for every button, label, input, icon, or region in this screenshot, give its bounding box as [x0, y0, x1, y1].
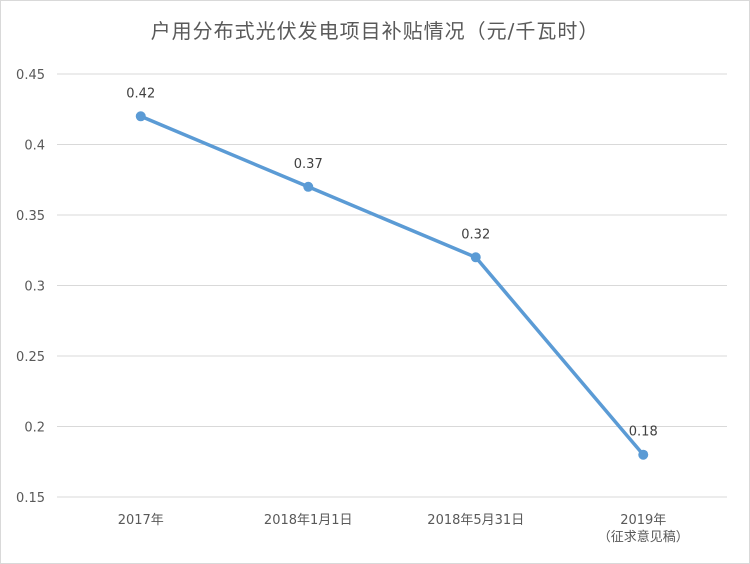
y-tick-label: 0.15 — [16, 491, 45, 506]
data-label: 0.32 — [461, 227, 490, 242]
y-tick-label: 0.4 — [24, 139, 45, 154]
data-label: 0.37 — [294, 157, 323, 172]
x-tick-label: 2018年5月31日 — [427, 513, 524, 528]
y-tick-label: 0.25 — [16, 350, 45, 365]
x-tick-label: （征求意见稿） — [598, 529, 689, 545]
data-label: 0.18 — [629, 425, 658, 440]
data-point — [638, 449, 649, 460]
data-point — [470, 252, 481, 263]
y-tick-label: 0.35 — [16, 209, 45, 224]
chart-title: 户用分布式光伏发电项目补贴情况（元/千瓦时） — [150, 19, 600, 43]
data-label: 0.42 — [126, 86, 155, 101]
x-tick-label: 2018年1月1日 — [264, 513, 353, 528]
data-point — [135, 111, 146, 122]
y-tick-label: 0.2 — [24, 421, 45, 436]
y-tick-label: 0.3 — [24, 280, 45, 295]
x-tick-label: 2019年 — [620, 513, 666, 528]
data-point — [303, 181, 314, 192]
y-tick-label: 0.45 — [16, 68, 45, 83]
series-line — [139, 114, 645, 457]
x-tick-label: 2017年 — [118, 513, 164, 528]
